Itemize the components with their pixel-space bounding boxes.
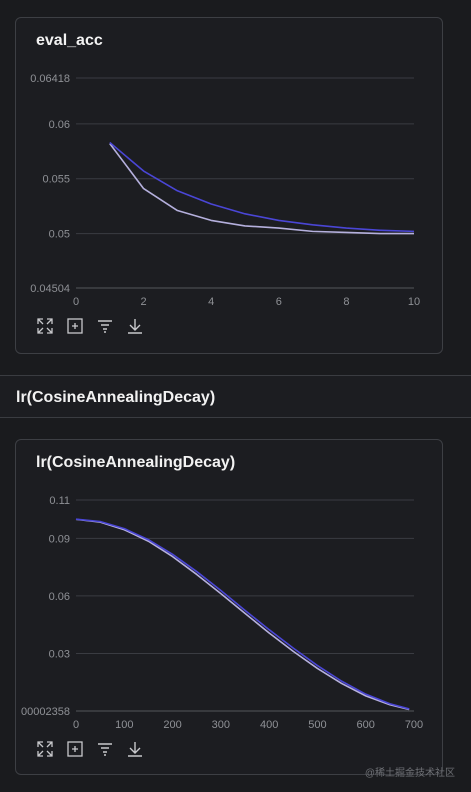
y-tick-label: 00002358 — [21, 706, 70, 718]
x-tick-label: 500 — [308, 719, 326, 731]
series-line-0 — [75, 518, 410, 710]
download-icon[interactable] — [126, 740, 144, 758]
filter-icon[interactable] — [96, 740, 114, 758]
y-tick-label: 0.06 — [49, 591, 70, 603]
filter-icon[interactable] — [96, 317, 114, 335]
section-title: lr(CosineAnnealingDecay) — [16, 389, 216, 406]
x-tick-label: 200 — [163, 719, 181, 731]
fit-icon[interactable] — [66, 317, 84, 335]
x-tick-label: 4 — [208, 296, 214, 308]
x-tick-label: 0 — [73, 719, 79, 731]
series-line-0 — [109, 141, 415, 233]
x-tick-label: 700 — [405, 719, 423, 731]
watermark: @稀土掘金技术社区 — [364, 768, 455, 779]
chart-title-lr: lr(CosineAnnealingDecay) — [36, 454, 236, 471]
x-tick-label: 400 — [260, 719, 278, 731]
x-tick-label: 2 — [141, 296, 147, 308]
series-line-1 — [109, 143, 414, 235]
x-tick-label: 8 — [343, 296, 349, 308]
y-tick-label: 0.04504 — [30, 283, 70, 295]
x-tick-label: 600 — [357, 719, 375, 731]
x-tick-label: 300 — [212, 719, 230, 731]
divider — [0, 375, 471, 376]
y-tick-label: 0.055 — [42, 174, 70, 186]
series-line-1 — [75, 518, 410, 711]
section-header — [0, 376, 471, 418]
chart-title-eval-acc: eval_acc — [36, 32, 103, 49]
y-tick-label: 0.06418 — [30, 73, 70, 85]
x-tick-label: 0 — [73, 296, 79, 308]
expand-icon[interactable] — [36, 317, 54, 335]
y-tick-label: 0.06 — [49, 119, 70, 131]
x-tick-label: 6 — [276, 296, 282, 308]
y-tick-label: 0.11 — [49, 495, 70, 507]
fit-icon[interactable] — [66, 740, 84, 758]
expand-icon[interactable] — [36, 740, 54, 758]
download-icon[interactable] — [126, 317, 144, 335]
y-tick-label: 0.03 — [49, 648, 70, 660]
eval-acc-card: eval_acc 0.06418 0.06 0.055 0.05 0.04504 0 2 4 6… — [15, 17, 443, 354]
lr-card: lr(CosineAnnealingDecay) 0.11 0.09 0.06 0.0… — [15, 439, 443, 775]
y-tick-label: 0.09 — [49, 533, 70, 545]
x-tick-label: 100 — [115, 719, 133, 731]
y-tick-label: 0.05 — [49, 229, 70, 241]
x-tick-label: 10 — [408, 296, 420, 308]
chart-toolbar — [36, 740, 144, 758]
divider — [0, 417, 471, 418]
chart-toolbar — [36, 317, 144, 335]
